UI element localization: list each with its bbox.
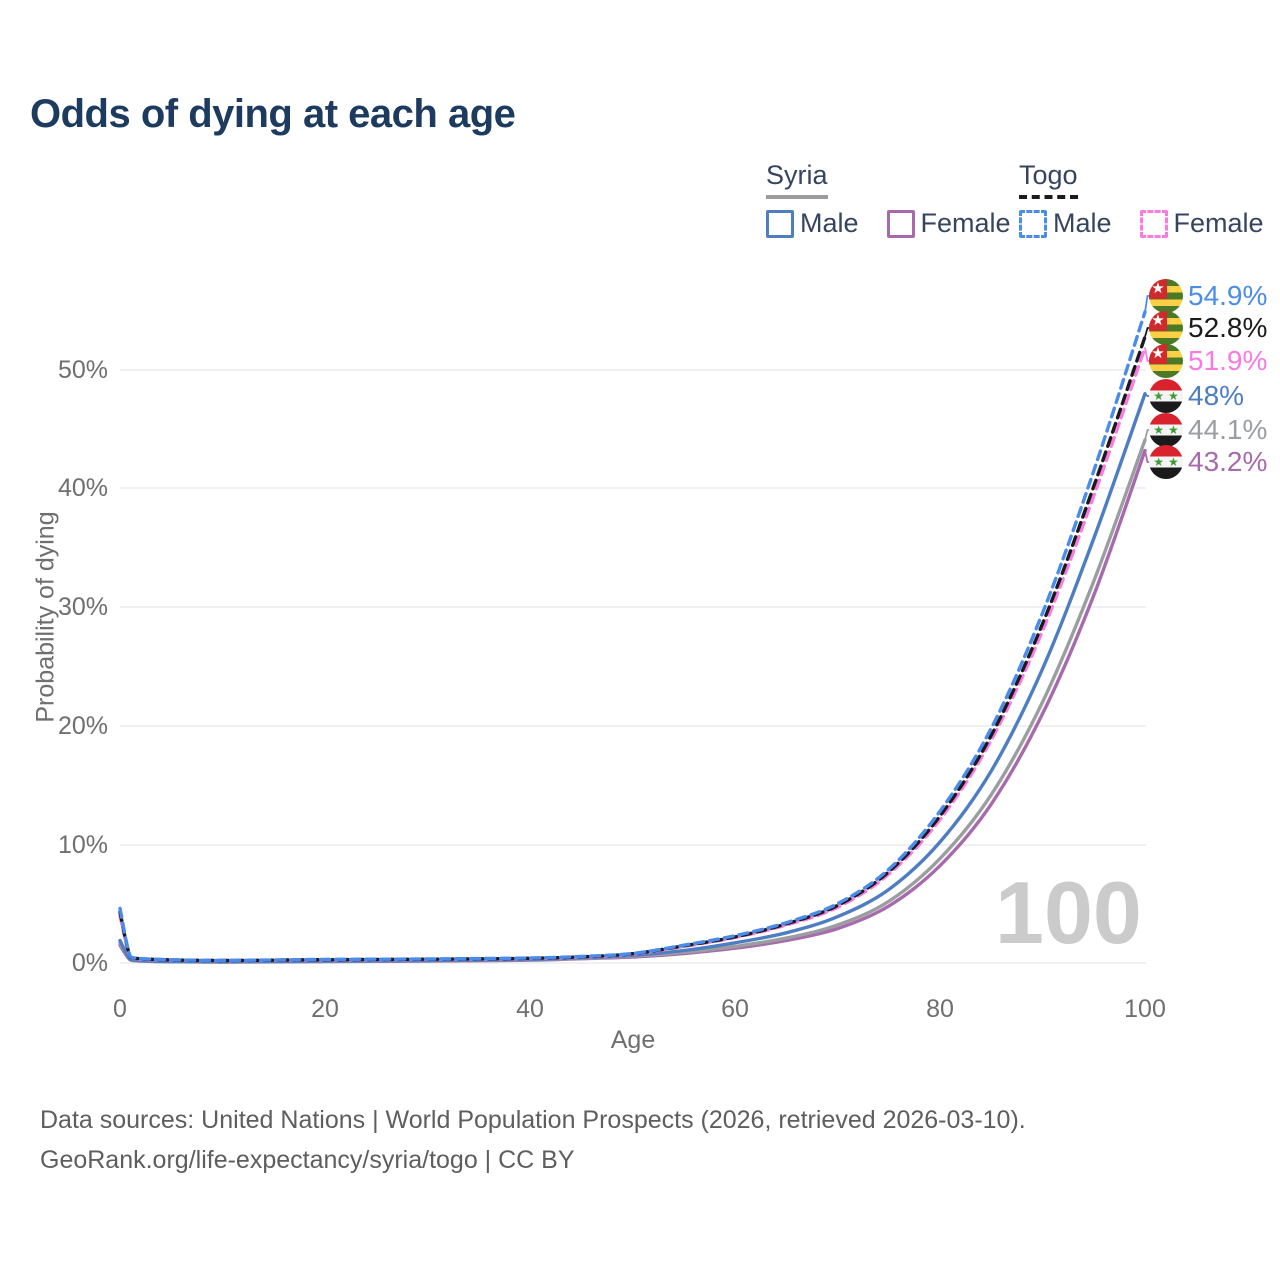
legend-item-syria-male[interactable]: Male [766,208,859,239]
legend-group-togo: Togo Male Female [1019,160,1264,239]
label-connector-syria-male [1144,393,1151,397]
label-connector-togo-both-sexes [1144,327,1151,338]
x-tick-80: 80 [926,995,954,1023]
label-connector-togo-female [1144,347,1151,362]
legend-item-togo-female[interactable]: Female [1139,208,1264,239]
data-source-note: Data sources: United Nations | World Pop… [40,1106,1026,1134]
legend-label: Male [800,208,859,238]
x-tick-40: 40 [516,995,544,1023]
x-tick-20: 20 [311,995,339,1023]
label-connector-syria-female [1144,450,1151,463]
legend-label: Male [1053,208,1112,238]
series-line-syria-both-sexes [118,438,1147,964]
y-axis-title: Probability of dying [31,511,60,723]
x-tick-100: 100 [1124,995,1166,1023]
label-connector-syria-both-sexes [1144,429,1151,441]
legend-country-togo[interactable]: Togo [1019,160,1078,199]
y-tick-10: 10% [57,831,108,859]
legend-label: Female [920,208,1011,238]
togo-female-swatch-icon [1139,209,1168,238]
syria-male-swatch-icon [766,209,794,238]
y-tick-20: 20% [57,712,108,740]
x-tick-60: 60 [721,995,749,1023]
x-axis-title: Age [610,1026,656,1054]
series-line-togo-female [118,345,1147,963]
age-counter-watermark: 100 [995,863,1142,962]
syria-female-swatch-icon [886,209,915,238]
y-tick-30: 30% [57,593,108,621]
y-tick-40: 40% [57,474,108,502]
y-tick-0: 0% [71,949,108,977]
label-connector-togo-male [1144,295,1151,313]
y-tick-50: 50% [57,356,108,384]
series-line-syria-female [118,448,1147,964]
legend-item-togo-male[interactable]: Male [1019,208,1112,239]
attribution-note: GeoRank.org/life-expectancy/syria/togo |… [40,1146,575,1174]
x-tick-0: 0 [113,995,127,1023]
page-title: Odds of dying at each age [30,92,516,136]
togo-male-swatch-icon [1019,209,1047,238]
legend-item-syria-female[interactable]: Female [886,208,1011,239]
legend-country-syria[interactable]: Syria [766,160,828,199]
legend-label: Female [1173,208,1264,238]
series-line-togo-male [118,310,1147,963]
series-line-syria-male [118,392,1147,964]
series-line-togo-both-sexes [118,335,1147,963]
legend-group-syria: Syria Male Female [766,160,1011,239]
